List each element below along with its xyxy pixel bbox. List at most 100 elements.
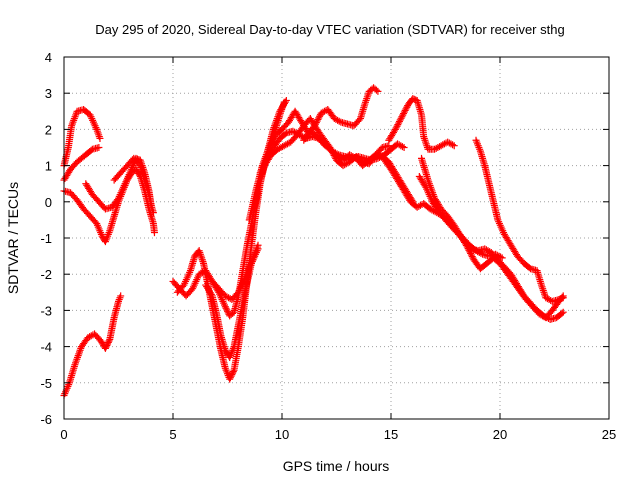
data-point-marker [117, 292, 125, 300]
data-point-marker [147, 201, 155, 209]
data-series-arc-b [60, 144, 103, 184]
data-point-marker [395, 117, 403, 125]
y-tick-label: 4 [45, 50, 52, 65]
y-tick-label: -6 [40, 412, 52, 427]
data-point-marker [396, 116, 404, 124]
data-point-marker [391, 125, 399, 133]
data-point-marker [226, 375, 234, 383]
data-point-marker [282, 96, 290, 104]
data-point-marker [150, 229, 158, 237]
data-point-marker [227, 372, 235, 380]
data-point-marker [403, 103, 411, 111]
chart-title: Day 295 of 2020, Sidereal Day-to-day VTE… [95, 22, 564, 37]
data-point-marker [395, 119, 403, 127]
data-point-marker [96, 134, 104, 142]
data-point-marker [558, 294, 566, 302]
data-point-marker [103, 341, 111, 349]
data-point-marker [223, 306, 231, 314]
x-tick-label: 25 [602, 427, 616, 442]
data-point-marker [400, 144, 408, 151]
y-tick-label: 1 [45, 159, 52, 174]
data-point-marker [393, 122, 401, 130]
data-point-marker [149, 209, 157, 217]
data-point-marker [559, 308, 567, 316]
data-series-arc-s [472, 136, 567, 305]
data-point-marker [314, 115, 322, 123]
data-point-marker [467, 251, 475, 259]
grid-lines [64, 57, 609, 419]
data-series-arc-a [60, 105, 104, 170]
y-tick-label: -1 [40, 231, 52, 246]
x-axis-label: GPS time / hours [283, 458, 390, 474]
data-point-marker [95, 144, 103, 151]
data-point-marker [102, 343, 110, 351]
data-point-marker [207, 290, 215, 298]
data-point-marker [468, 253, 476, 261]
axis-ticks: 0 5 10 15 20 25 -6 -5 -4 -3 -2 -1 0 1 2 3 4 [40, 50, 616, 442]
data-point-marker [335, 117, 343, 125]
data-point-marker [374, 87, 382, 95]
data-point-marker [450, 142, 458, 150]
data-point-marker [101, 344, 109, 352]
data-point-marker [394, 121, 402, 129]
data-point-marker [270, 134, 278, 142]
data-point-marker [104, 338, 112, 346]
data-series-arc-j [208, 245, 262, 304]
data-point-marker [229, 369, 237, 377]
data-point-marker [222, 304, 230, 312]
data-point-marker [467, 249, 475, 257]
y-tick-label: -3 [40, 303, 52, 318]
data-point-marker [313, 117, 321, 125]
data-point-marker [559, 294, 567, 302]
y-tick-label: -4 [40, 340, 52, 355]
data-point-marker [397, 114, 405, 122]
data-point-marker [392, 124, 400, 132]
data-point-marker [400, 110, 408, 118]
data-series-arc-p [385, 95, 458, 153]
data-point-marker [465, 246, 473, 254]
y-tick-label: 3 [45, 86, 52, 101]
data-point-marker [316, 112, 324, 120]
x-tick-label: 10 [275, 427, 289, 442]
data-point-marker [466, 248, 474, 256]
data-point-marker [87, 146, 95, 154]
data-point-marker [398, 113, 406, 121]
data-point-marker [449, 141, 457, 149]
data-point-marker [281, 130, 289, 138]
data-points [60, 84, 567, 399]
data-point-marker [229, 368, 237, 376]
data-point-marker [558, 309, 566, 317]
x-tick-label: 15 [384, 427, 398, 442]
data-point-marker [398, 143, 406, 151]
data-point-marker [399, 111, 407, 119]
data-point-marker [402, 105, 410, 113]
y-tick-label: 0 [45, 195, 52, 210]
y-tick-label: 2 [45, 122, 52, 137]
data-point-marker [224, 307, 231, 315]
data-series-arc-f [60, 292, 125, 399]
data-point-marker [401, 106, 409, 114]
x-tick-label: 0 [60, 427, 67, 442]
data-point-marker [221, 303, 229, 311]
data-point-marker [464, 245, 472, 253]
y-tick-label: -5 [40, 376, 52, 391]
data-point-marker [228, 371, 236, 379]
y-axis-label: SDTVAR / TECUs [5, 182, 21, 294]
data-point-marker [254, 245, 262, 253]
x-tick-label: 5 [169, 427, 176, 442]
data-point-marker [105, 337, 113, 345]
data-point-marker [281, 98, 289, 106]
y-tick-label: -2 [40, 267, 52, 282]
data-point-marker [104, 340, 112, 348]
data-point-marker [525, 264, 533, 272]
data-point-marker [315, 114, 323, 122]
x-tick-label: 20 [493, 427, 507, 442]
data-point-marker [372, 86, 380, 94]
data-point-marker [226, 374, 234, 382]
data-series-arc-e [110, 154, 155, 209]
data-point-marker [400, 108, 408, 116]
data-point-marker [463, 243, 471, 251]
data-series-arc-r [418, 154, 567, 322]
